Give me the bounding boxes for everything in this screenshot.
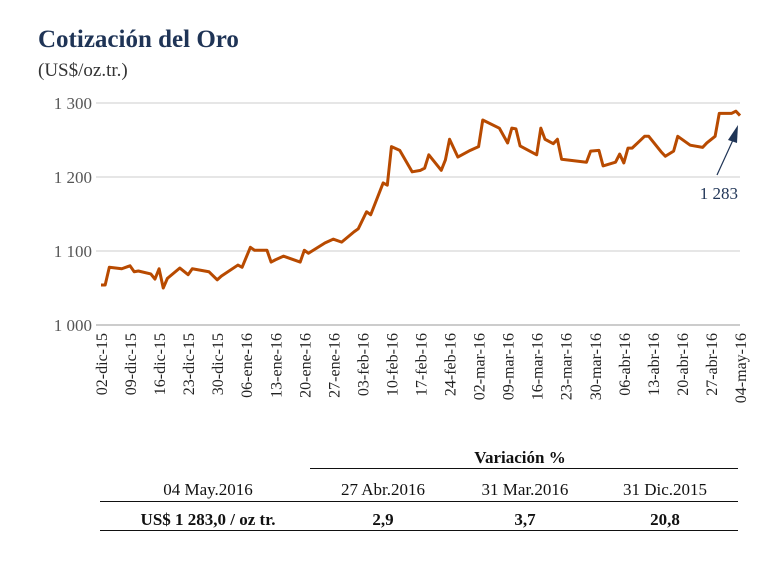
y-axis-unit-label: (US$/oz.tr.) [38,60,128,81]
x-tick-label: 06-abr-16 [617,333,634,396]
x-tick-label: 23-dic-15 [181,333,198,395]
chart-title: Cotización del Oro [38,26,239,53]
variation-3: 20,8 [650,510,680,529]
col-date-current: 04 May.2016 [163,480,253,499]
arrow-head-icon [728,125,738,143]
y-tick-label: 1 100 [54,242,92,261]
variation-2: 3,7 [514,510,536,529]
x-tick-label: 16-mar-16 [530,333,547,400]
x-tick-label: 17-feb-16 [414,333,431,396]
x-tick-label: 10-feb-16 [384,333,401,396]
annotation-arrow [716,139,734,176]
variation-header: Variación % [474,448,566,467]
last-price-annotation: 1 283 [700,184,738,203]
col-date-2: 31 Mar.2016 [481,480,569,499]
x-tick-label: 06-ene-16 [239,333,256,398]
x-tick-label: 13-abr-16 [646,333,663,396]
x-tick-label: 27-ene-16 [326,333,343,398]
x-tick-label: 16-dic-15 [152,333,169,395]
y-tick-label: 1 000 [54,316,92,335]
x-tick-label: 30-mar-16 [588,333,605,400]
x-tick-label: 20-ene-16 [297,333,314,398]
y-tick-label: 1 300 [54,94,92,113]
x-tick-label: 09-mar-16 [501,333,518,400]
x-tick-label: 03-feb-16 [355,333,372,396]
divider [310,468,738,469]
price-line [101,109,742,290]
x-tick-label: 04-may-16 [733,333,750,403]
x-tick-label: 24-feb-16 [443,333,460,396]
col-date-3: 31 Dic.2015 [622,480,708,499]
x-tick-label: 02-dic-15 [94,333,111,395]
divider [100,501,738,502]
variation-1: 2,9 [372,510,394,529]
x-tick-label: 09-dic-15 [123,333,140,395]
divider [100,530,738,531]
col-date-1: 27 Abr.2016 [340,480,426,499]
y-tick-label: 1 200 [54,168,92,187]
x-tick-label: 20-abr-16 [675,333,692,396]
x-tick-label: 27-abr-16 [704,333,721,396]
x-tick-label: 13-ene-16 [268,333,285,398]
x-tick-label: 23-mar-16 [559,333,576,400]
current-price: US$ 1 283,0 / oz tr. [140,510,276,529]
x-tick-label: 30-dic-15 [210,333,227,395]
x-tick-label: 02-mar-16 [472,333,489,400]
